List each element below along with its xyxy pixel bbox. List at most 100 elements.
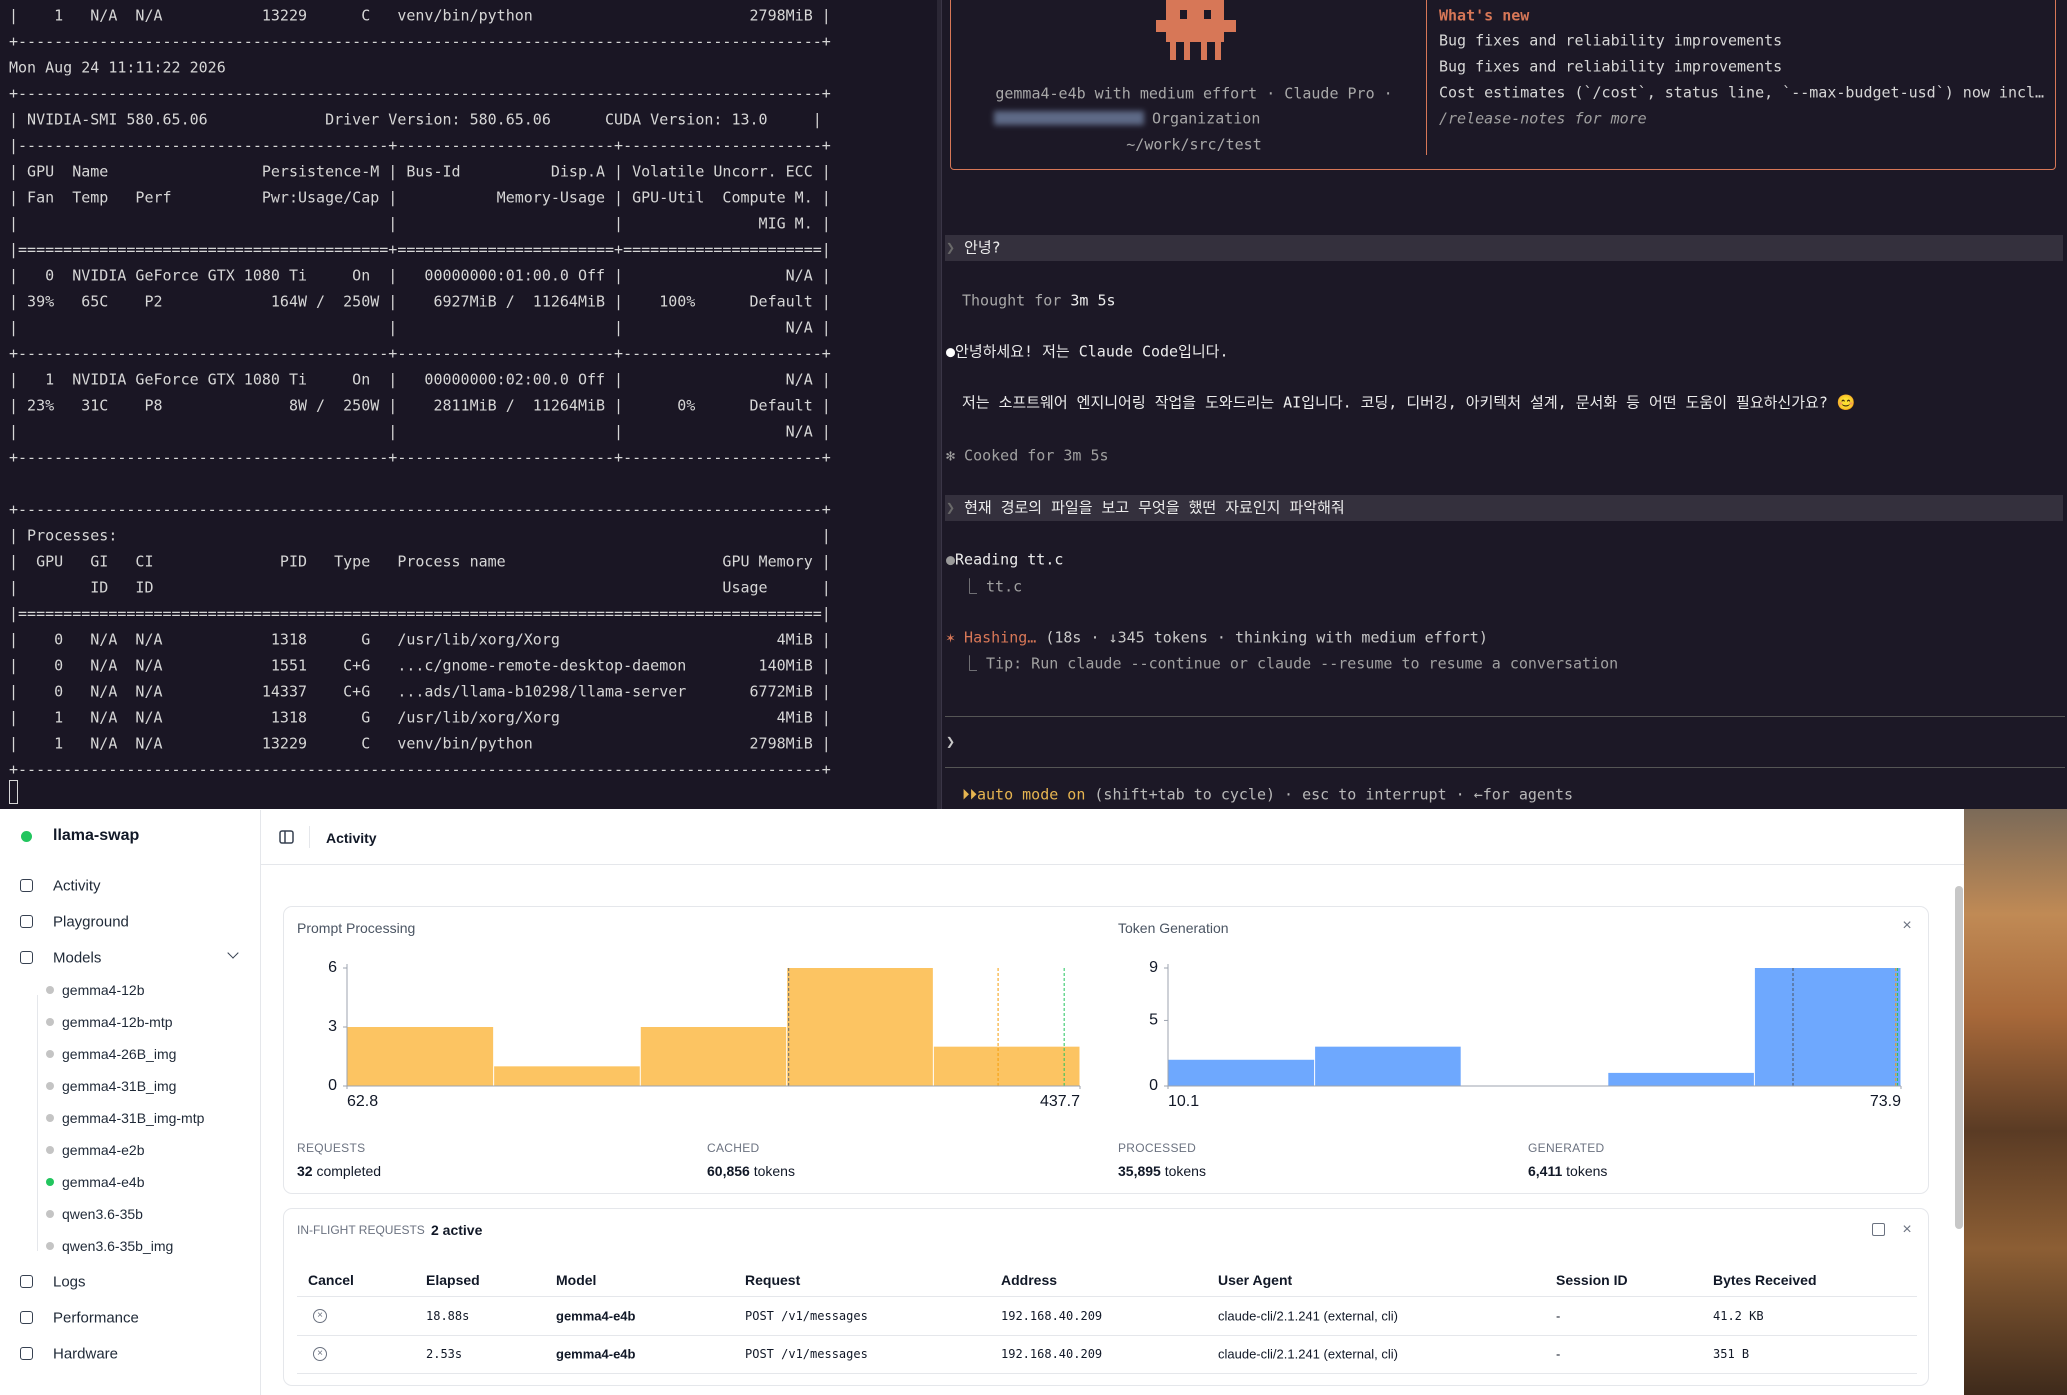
terminal-line: |=======================================…: [9, 240, 831, 259]
terminal-line: +---------------------------------------…: [9, 760, 831, 779]
nav-item[interactable]: Performance: [53, 1309, 139, 1327]
model-item[interactable]: gemma4-31B_img-mtp: [62, 1110, 205, 1126]
whats-new-title: What's new: [1439, 6, 1530, 25]
desktop-wallpaper: [1964, 809, 2067, 1395]
page-title: Activity: [326, 830, 377, 846]
charts-card: [283, 906, 1929, 1194]
message-span: ❯: [946, 498, 965, 517]
scrollbar: [1955, 886, 1963, 1229]
mascot-leg: [1170, 42, 1176, 60]
terminal-line: |---------------------------------------…: [9, 136, 831, 155]
header-separator: [309, 826, 310, 848]
terminal-line: +---------------------------------------…: [9, 32, 831, 51]
message-line: ✶ Hashing… (18s · ↓345 tokens · thinking…: [946, 628, 1488, 647]
table-rule: [297, 1373, 1917, 1374]
nav-item[interactable]: Playground: [53, 913, 129, 931]
terminal-cursor: [9, 780, 18, 804]
model-status-dot: [46, 1082, 54, 1090]
stat-value: 32 completed: [297, 1164, 381, 1178]
sidebar: llama-swap Activity Playground Models gemma4…: [0, 810, 261, 1395]
redacted-name: [994, 111, 1144, 125]
model-item[interactable]: gemma4-26B_img: [62, 1046, 177, 1062]
message-line: ❯: [946, 734, 955, 750]
table-cell: POST /v1/messages: [745, 1347, 868, 1361]
model-item[interactable]: gemma4-e4b: [62, 1174, 145, 1190]
main-area: Activity: [261, 810, 1964, 1395]
nav-icon: [20, 1347, 33, 1360]
column-header: Session ID: [1556, 1272, 1628, 1288]
model-line: gemma4-e4b with medium effort · Claude P…: [995, 84, 1393, 103]
inflight-label: IN-FLIGHT REQUESTS: [297, 1223, 425, 1237]
stat-unit: tokens: [749, 1163, 795, 1179]
table-rule: [297, 1335, 1917, 1336]
cancel-button[interactable]: ×: [313, 1309, 327, 1323]
mascot: [1156, 0, 1236, 60]
message-line: ⎿ Tip: Run claude --continue or claude -…: [962, 656, 1618, 672]
table-cell: 18.88s: [426, 1309, 470, 1323]
sidebar-toggle[interactable]: [279, 829, 295, 845]
nav-icon: [20, 879, 33, 892]
stat-label: CACHED: [707, 1141, 760, 1155]
tree-line: [37, 995, 38, 1251]
stat-value: 35,895 tokens: [1118, 1164, 1206, 1178]
organization: Organization: [1152, 109, 1261, 128]
columns-button[interactable]: [1872, 1223, 1885, 1236]
terminal-divider: [937, 0, 941, 809]
models-chevron: [227, 947, 239, 959]
column-header: Cancel: [308, 1272, 354, 1288]
model-item[interactable]: gemma4-e2b: [62, 1142, 145, 1158]
input-bottom-rule: [945, 767, 2065, 768]
nav-item[interactable]: Activity: [53, 877, 101, 895]
model-status-dot: [46, 1146, 54, 1154]
message-line: ❯ 현재 경로의 파일을 보고 무엇을 했떤 자료인지 파악해줘: [946, 498, 1345, 517]
terminal-line: | GPU Name Persistence-M | Bus-Id Disp.A…: [9, 162, 831, 181]
model-item[interactable]: qwen3.6-35b: [62, 1206, 143, 1222]
release-notes-hint: /release-notes for more: [1439, 109, 1647, 128]
terminal-line: | 0 N/A N/A 1318 G /usr/lib/xorg/Xorg 4M…: [9, 630, 831, 649]
table-cell: POST /v1/messages: [745, 1309, 868, 1323]
nav-item[interactable]: Hardware: [53, 1345, 119, 1363]
terminal-line: | 1 N/A N/A 13229 C venv/bin/python 2798…: [9, 734, 831, 753]
nav-item[interactable]: Logs: [53, 1273, 86, 1291]
close-button[interactable]: ×: [1902, 917, 1912, 934]
terminal-line: +---------------------------------------…: [9, 344, 831, 363]
model-item[interactable]: qwen3.6-35b_img: [62, 1238, 174, 1254]
message-span: ⏵⏵auto mode on: [962, 785, 1086, 804]
model-status-dot: [46, 986, 54, 994]
column-header: Model: [556, 1272, 597, 1288]
nav-item[interactable]: Models: [53, 949, 102, 967]
message-span: (shift+tab to cycle) · esc to interrupt …: [1085, 785, 1574, 804]
message-span: 저는 소프트웨어 엔지니어링 작업을 도와드리는 AI입니다. 코딩, 디버깅,…: [962, 393, 1856, 412]
terminal-line: | 1 N/A N/A 1318 G /usr/lib/xorg/Xorg 4M…: [9, 708, 831, 727]
table-cell: gemma4-e4b: [556, 1346, 636, 1362]
model-status-dot: [46, 1114, 54, 1122]
table-rule: [297, 1296, 1917, 1297]
status-dot: [21, 831, 32, 842]
message-span: 안녕하세요! 저는 Claude Code입니다.: [955, 342, 1229, 361]
message-span: (18s · ↓345 tokens · thinking with mediu…: [1045, 628, 1488, 647]
terminal-line: +---------------------------------------…: [9, 84, 831, 103]
terminal-line: | | | N/A |: [9, 318, 831, 337]
table-cell: -: [1556, 1346, 1561, 1362]
model-item[interactable]: gemma4-31B_img: [62, 1078, 177, 1094]
prompt-highlight: [945, 235, 2063, 261]
table-cell: 192.168.40.209: [1001, 1309, 1103, 1323]
close-button[interactable]: ×: [1902, 1221, 1912, 1238]
message-span: ✶ Hashing…: [946, 628, 1046, 647]
terminal-line: | | | MIG M. |: [9, 214, 831, 233]
stat-label: GENERATED: [1528, 1141, 1605, 1155]
model-item[interactable]: gemma4-12b-mtp: [62, 1014, 173, 1030]
message-span: 안녕?: [964, 238, 1001, 257]
prompt-highlight: [945, 495, 2063, 521]
mascot-arms: [1156, 20, 1236, 32]
column-header: Bytes Received: [1713, 1272, 1817, 1288]
stat-unit: tokens: [1160, 1163, 1206, 1179]
model-status-dot: [46, 1050, 54, 1058]
nav-icon: [20, 915, 33, 928]
cancel-button[interactable]: ×: [313, 1347, 327, 1361]
terminal-line: +---------------------------------------…: [9, 448, 831, 467]
whats-new-item: Cost estimates (`/cost`, status line, `-…: [1439, 83, 2045, 102]
table-cell: 192.168.40.209: [1001, 1347, 1103, 1361]
model-item[interactable]: gemma4-12b: [62, 982, 145, 998]
stat-label: REQUESTS: [297, 1141, 366, 1155]
